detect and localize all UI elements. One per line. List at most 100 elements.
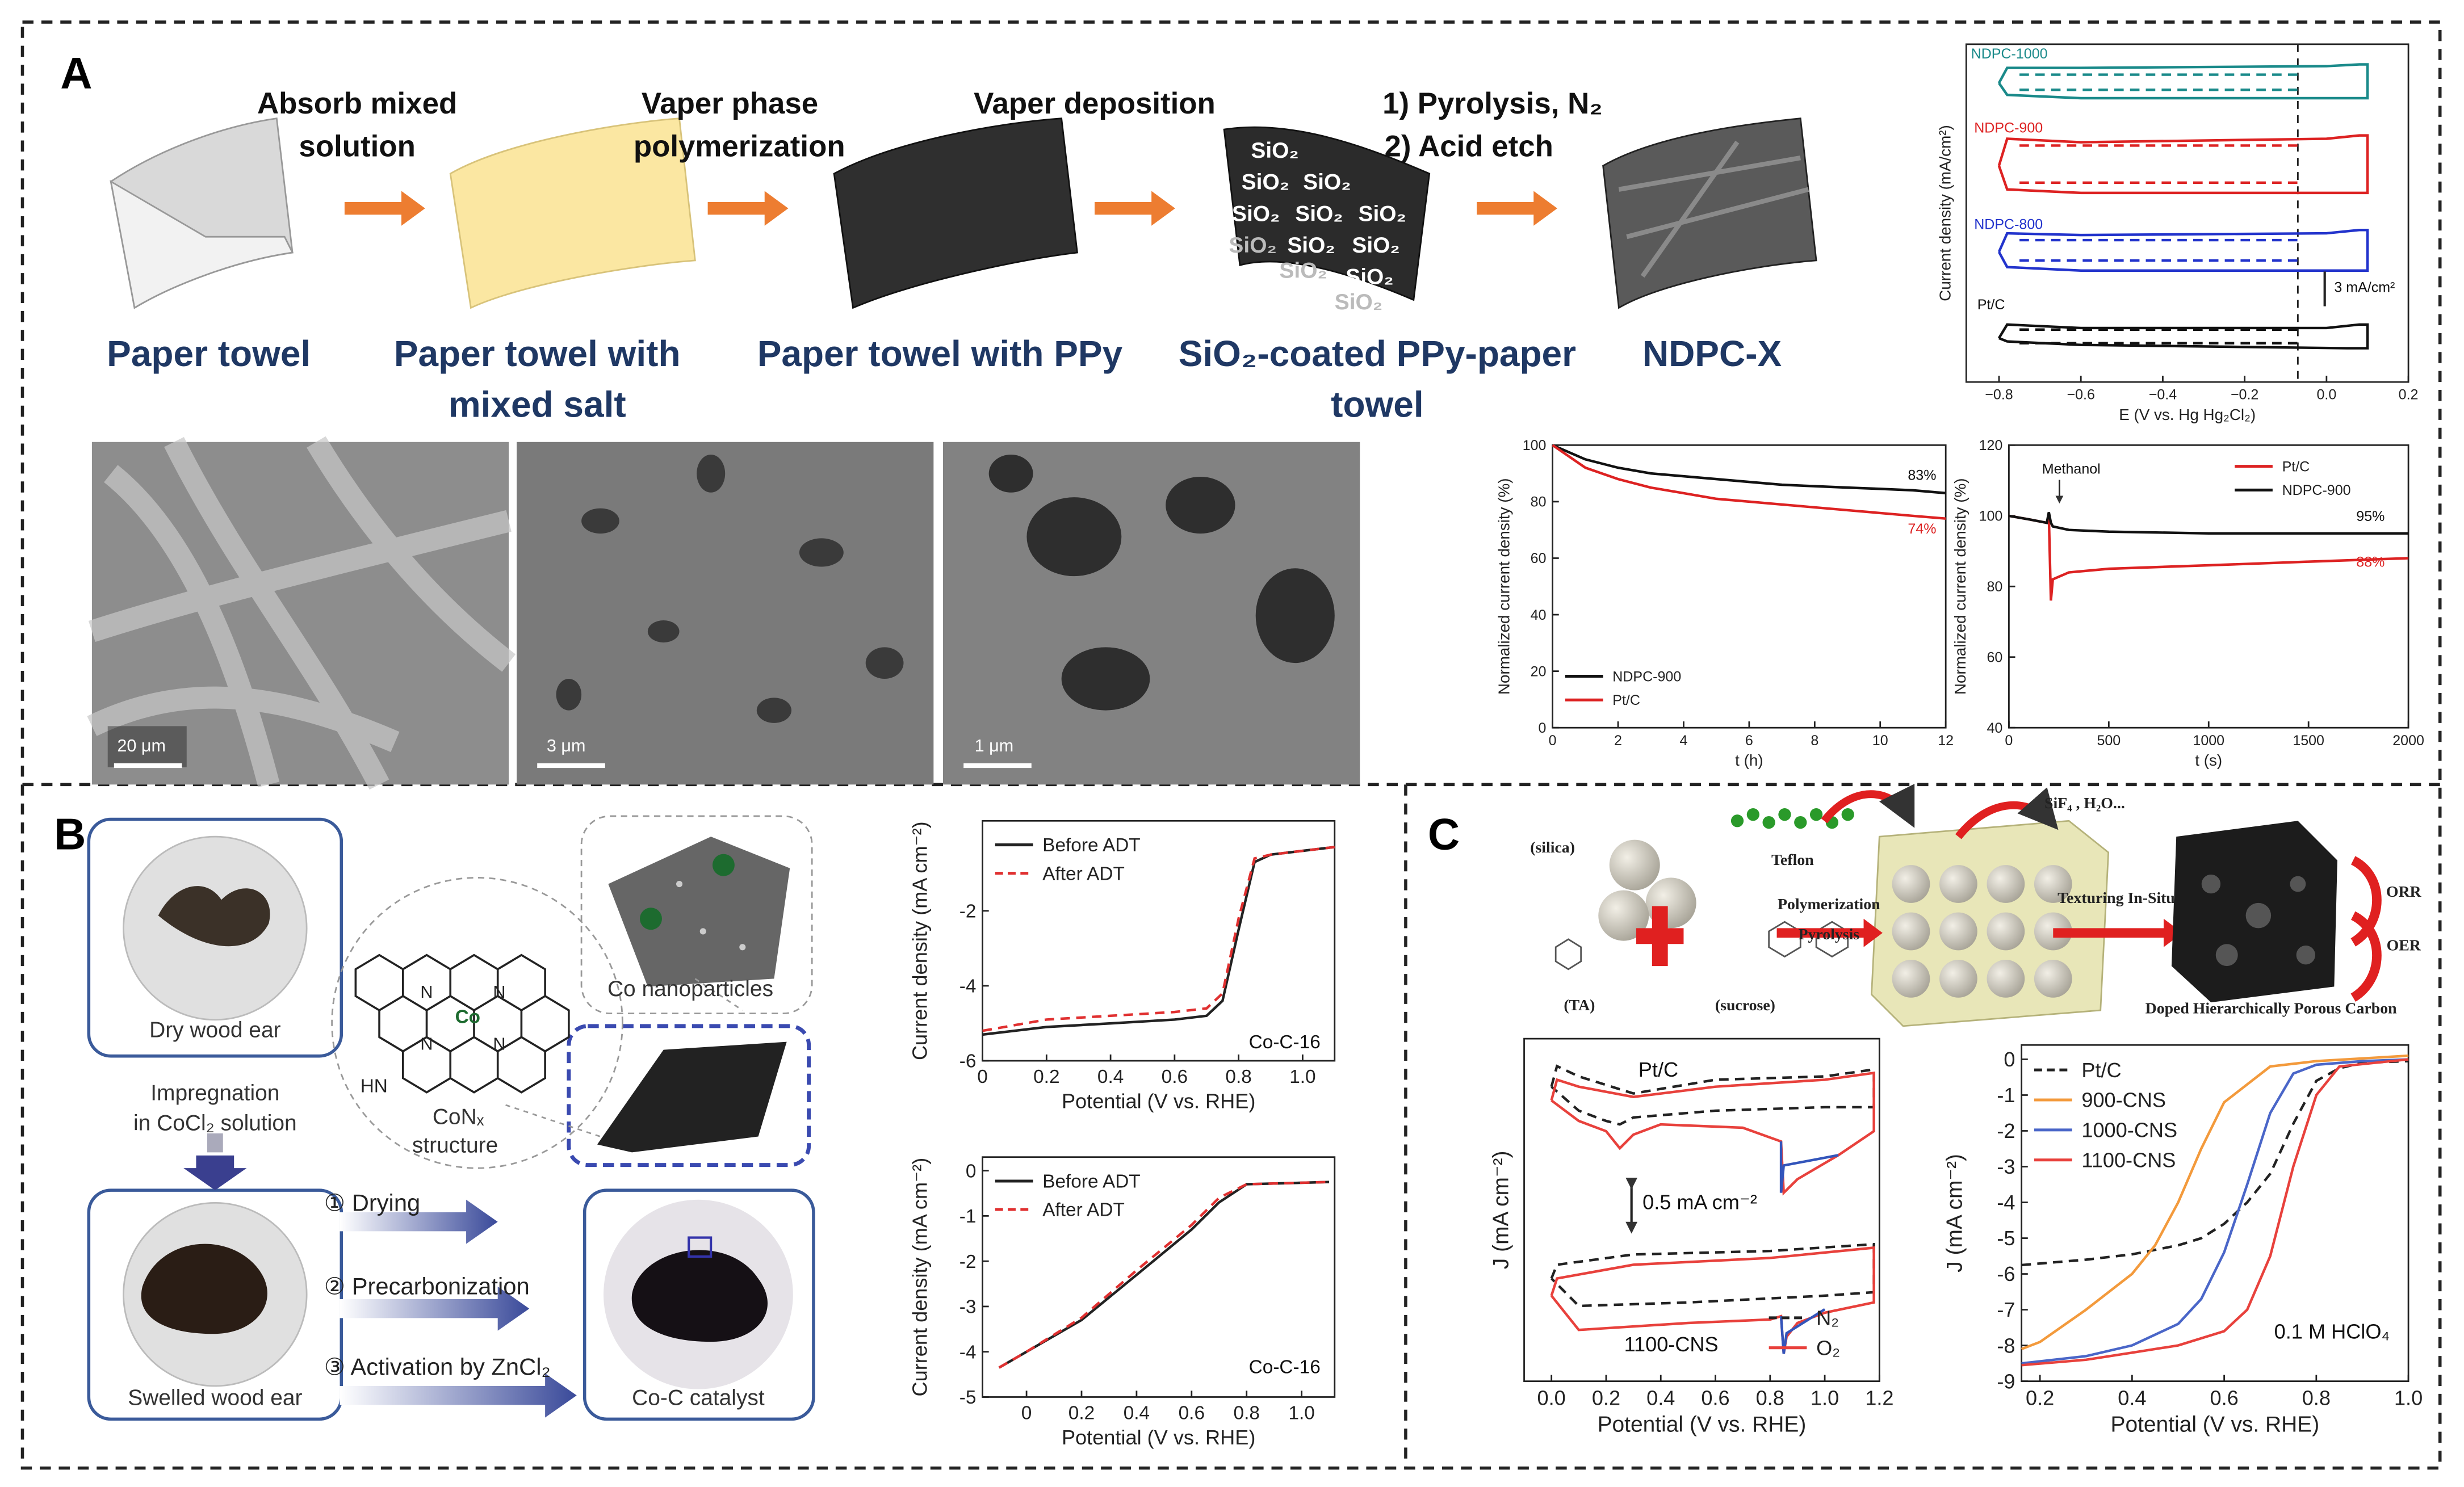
data-line [1997, 323, 2369, 350]
atom-label: HN [361, 1076, 388, 1097]
step-label: ② Precarbonization [324, 1273, 530, 1300]
x-tick-label: 0.6 [1701, 1386, 1729, 1409]
structure-label: structure [412, 1133, 498, 1157]
x-tick-label: 1.0 [1289, 1066, 1315, 1087]
y-tick-label: -2 [959, 1251, 977, 1272]
sio2-label: SiO₂ [1232, 201, 1280, 226]
x-tick-label: 1.2 [1865, 1386, 1893, 1409]
legend-label: Pt/C [2282, 459, 2310, 474]
x-tick-label: 500 [2097, 733, 2121, 749]
annotation: Pt/C [1639, 1058, 1678, 1081]
y-axis-label: J (mA cm⁻²) [1943, 1154, 1967, 1272]
x-tick-label: 1.0 [1811, 1386, 1839, 1409]
x-axis-label: Potential (V vs. RHE) [1062, 1426, 1255, 1449]
sio2-labels: SiO₂ SiO₂ SiO₂ SiO₂ SiO₂ SiO₂ SiO₂ SiO₂ … [1229, 138, 1406, 314]
y-tick-label: -5 [959, 1387, 977, 1408]
y-tick-label: -7 [1997, 1298, 2015, 1321]
photo-label: Dry wood ear [149, 1018, 280, 1042]
step-arrows [344, 191, 1557, 226]
x-tick-label: 0 [977, 1066, 988, 1087]
x-tick-label: 0.0 [1537, 1386, 1566, 1409]
x-tick-label: 0.8 [1234, 1402, 1260, 1423]
step-label: Vaper deposition [974, 87, 1216, 120]
data-line [1550, 1071, 1875, 1354]
x-tick-label: 0.2 [2026, 1386, 2054, 1409]
y-tick-label: 40 [1987, 720, 2002, 736]
x-tick-label: 0.8 [1756, 1386, 1784, 1409]
x-tick-label: 2 [1614, 733, 1622, 749]
step-label: polymerization [634, 129, 845, 163]
legend-label: 900-CNS [2081, 1089, 2166, 1112]
process-label: Texturing In-Situ [2057, 889, 2175, 907]
panel-b-graphics [87, 815, 815, 1421]
paper-sheets [110, 117, 1817, 309]
atom-label: N [493, 1035, 505, 1054]
product-label: Doped Hierarchically Porous Carbon [2145, 1000, 2397, 1018]
photo-label: Co-C catalyst [632, 1385, 765, 1410]
data-line [2019, 238, 2302, 262]
y-axis-label: Current density (mA/cm²) [1936, 125, 1954, 301]
gas-label: SiF₄ , H₂O... [2044, 795, 2125, 812]
product-label: towel [1331, 384, 1423, 425]
sio2-label: SiO₂ [1229, 233, 1276, 258]
y-tick-label: -1 [1997, 1083, 2015, 1107]
y-tick-label: -1 [959, 1206, 977, 1227]
annotation: 1100-CNS [1624, 1333, 1719, 1356]
x-axis-label: E (V vs. Hg Hg₂Cl₂) [2119, 406, 2256, 423]
step-label: ③ Activation by ZnCl₂ [324, 1354, 551, 1380]
step-label: Impregnation [150, 1081, 279, 1106]
process-label: Polymerization [1778, 896, 1880, 913]
x-tick-label: 0.6 [2210, 1386, 2238, 1409]
y-tick-label: 100 [1979, 509, 2003, 524]
data-line [1997, 229, 2369, 272]
legend-label: Pt/C [2081, 1058, 2121, 1082]
annotation: Methanol [2042, 461, 2101, 477]
data-line [1552, 444, 1946, 520]
x-axis-label: Potential (V vs. RHE) [2111, 1413, 2320, 1437]
process-label: Pyrolysis [1799, 926, 1860, 943]
x-tick-label: 0.0 [2316, 387, 2336, 403]
data-line [2019, 144, 2302, 184]
panel-c-graphics [1554, 783, 2382, 1027]
data-line [2021, 1058, 2409, 1365]
legend-label: Pt/C [1612, 692, 1640, 708]
legend-label: Before ADT [1042, 835, 1140, 856]
y-tick-label: -6 [1997, 1262, 2015, 1286]
atom-label: N [420, 982, 433, 1002]
y-tick-label: -4 [959, 1342, 977, 1363]
x-tick-label: 1.0 [1288, 1402, 1314, 1423]
data-line [2021, 1060, 2409, 1267]
x-tick-label: −0.4 [2149, 387, 2177, 403]
data-line [2021, 1054, 2409, 1350]
product-label: Paper towel [107, 333, 311, 374]
sio2-label: SiO₂ [1335, 290, 1382, 314]
x-tick-label: 1500 [2293, 733, 2324, 749]
data-line [998, 1181, 1330, 1369]
x-tick-label: −0.2 [2231, 387, 2258, 403]
y-tick-label: -2 [1997, 1119, 2015, 1142]
y-tick-label: -2 [959, 901, 977, 922]
y-tick-label: 80 [1987, 579, 2002, 595]
product-label: NDPC-X [1642, 333, 1782, 374]
molecule-label: (silica) [1530, 839, 1575, 856]
sio2-label: SiO₂ [1287, 233, 1335, 258]
x-tick-label: 0.8 [2302, 1386, 2331, 1409]
x-axis-label: Potential (V vs. RHE) [1598, 1413, 1807, 1437]
annotation: 0.5 mA cm⁻² [1642, 1190, 1757, 1213]
y-tick-label: -3 [959, 1297, 977, 1318]
x-tick-label: 0.8 [1225, 1066, 1251, 1087]
x-tick-label: 0.4 [1124, 1402, 1150, 1423]
x-tick-label: 1.0 [2394, 1386, 2423, 1409]
plot-frame [1552, 444, 1947, 729]
annotation: Pt/C [1977, 297, 2005, 313]
y-tick-label: -4 [1997, 1191, 2015, 1214]
data-line [2021, 1058, 2409, 1367]
data-line [1779, 1141, 1839, 1354]
y-axis-label: Current density (mA cm⁻²) [908, 1158, 932, 1397]
sem-images [87, 436, 1360, 790]
annotation: 95% [2356, 509, 2385, 524]
molecule-label: Teflon [1771, 851, 1814, 869]
sio2-label: SiO₂ [1279, 259, 1327, 283]
step-label: in CoCl₂ solution [133, 1111, 297, 1135]
